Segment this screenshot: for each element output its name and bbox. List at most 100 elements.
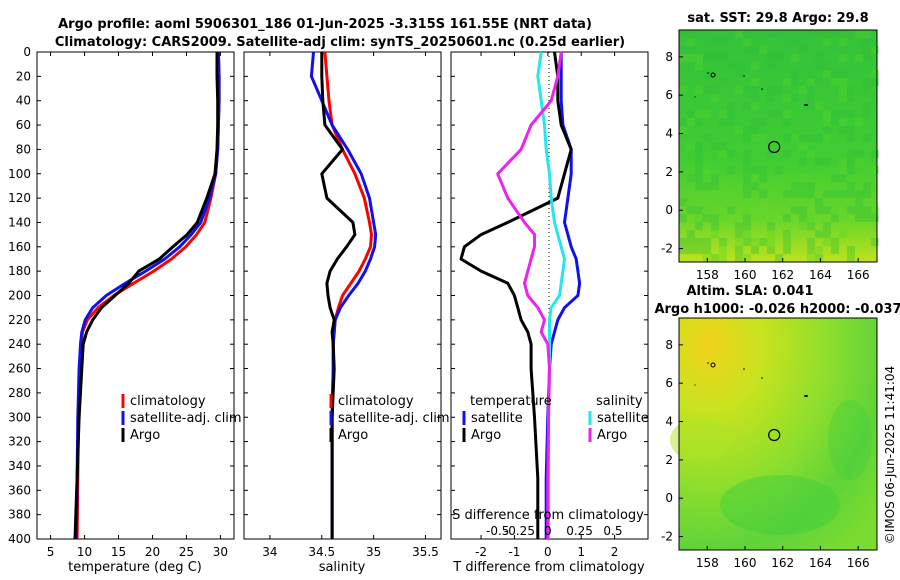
sst-cell xyxy=(711,182,719,190)
sst-cell xyxy=(815,54,823,62)
y-tick-label: 120 xyxy=(8,191,31,205)
sst-cell xyxy=(839,110,847,118)
sst-cell xyxy=(695,110,703,118)
sst-cell xyxy=(695,238,703,246)
sst-cell xyxy=(751,46,759,54)
sst-cell xyxy=(703,238,711,246)
sst-cell xyxy=(839,54,847,62)
sst-cell xyxy=(783,246,791,254)
sst-cell xyxy=(751,238,759,246)
sst-cell xyxy=(759,238,767,246)
y-tick-label: 80 xyxy=(16,142,31,156)
sst-cell xyxy=(807,246,815,254)
sst-cell xyxy=(839,230,847,238)
differences-panel: -2 -1 0 1 2 -0.5-0.25 0 0.25 0.5 S difference f… xyxy=(450,51,649,575)
sst-cell xyxy=(767,86,775,94)
sst-cell xyxy=(703,206,711,214)
sst-cell xyxy=(687,206,695,214)
y-tick-label: 400 xyxy=(8,532,31,546)
temperature-xlabel: temperature (deg C) xyxy=(68,560,202,575)
sst-cell xyxy=(791,206,799,214)
x-tick-label: 25 xyxy=(179,545,194,559)
island-marker xyxy=(694,384,696,386)
sst-cell xyxy=(759,134,767,142)
sst-cell xyxy=(711,86,719,94)
x-tick-label: 158 xyxy=(696,556,719,570)
sst-cell xyxy=(743,134,751,142)
sst-cell xyxy=(823,38,831,46)
y-tick-label: 260 xyxy=(8,362,31,376)
sst-cell xyxy=(791,134,799,142)
sst-cell xyxy=(783,150,791,158)
x-tick-label: 1 xyxy=(577,545,585,559)
sst-cell xyxy=(863,78,871,86)
sla-high-area xyxy=(670,418,730,462)
sst-cell xyxy=(831,238,839,246)
sst-cell xyxy=(727,150,735,158)
sst-cell xyxy=(679,86,687,94)
sst-cell xyxy=(863,54,871,62)
sst-cell xyxy=(823,110,831,118)
sst-cell xyxy=(791,54,799,62)
sst-cell xyxy=(783,214,791,222)
sst-cell xyxy=(863,30,871,38)
sst-cell xyxy=(695,174,703,182)
sst-cell xyxy=(847,150,855,158)
sst-cell xyxy=(871,78,879,86)
sst-cell xyxy=(711,174,719,182)
sst-cell xyxy=(711,142,719,150)
x-tick-label: -2 xyxy=(475,545,487,559)
sst-cell xyxy=(799,46,807,54)
island-marker xyxy=(743,75,745,77)
x-tick-label: 160 xyxy=(734,268,757,282)
y-tick-label: 2 xyxy=(665,165,673,179)
y-tick-label: 380 xyxy=(8,508,31,522)
sst-cell xyxy=(751,86,759,94)
x-tick-label: 34 xyxy=(262,545,277,559)
sst-cell xyxy=(687,30,695,38)
sst-cell xyxy=(791,38,799,46)
y-tick-label: 20 xyxy=(16,69,31,83)
sst-cell xyxy=(815,182,823,190)
sst-cell xyxy=(695,246,703,254)
x-tick-label: 0 xyxy=(544,545,552,559)
sla-low-area xyxy=(828,400,872,480)
sst-cell xyxy=(791,78,799,86)
sst-cell xyxy=(743,86,751,94)
y-tick-label: 40 xyxy=(16,94,31,108)
sst-cell xyxy=(855,190,863,198)
legend-t-argo-label: Argo xyxy=(471,428,501,443)
sst-cell xyxy=(735,30,743,38)
sst-cell xyxy=(847,246,855,254)
s-tick-label: -0.25 xyxy=(504,524,535,538)
sst-cell xyxy=(695,166,703,174)
sst-cell xyxy=(743,238,751,246)
sst-cell xyxy=(839,86,847,94)
sst-cell xyxy=(807,134,815,142)
sst-cell xyxy=(743,222,751,230)
sst-cell xyxy=(807,150,815,158)
sst-cell xyxy=(719,238,727,246)
sst-cell xyxy=(719,214,727,222)
sst-cell xyxy=(735,230,743,238)
island-marker xyxy=(804,395,808,397)
sst-cell xyxy=(687,110,695,118)
sst-cell xyxy=(703,70,711,78)
sst-cell xyxy=(839,38,847,46)
island-marker xyxy=(804,104,808,106)
sst-cell xyxy=(815,62,823,70)
legend-temperature-title: temperature xyxy=(470,394,552,409)
sst-cell xyxy=(759,46,767,54)
sst-cell xyxy=(807,70,815,78)
sst-cell xyxy=(687,142,695,150)
y-tick-label: 280 xyxy=(8,386,31,400)
sst-cell xyxy=(799,158,807,166)
sst-cell xyxy=(823,30,831,38)
sst-cell xyxy=(847,182,855,190)
y-tick-label: 200 xyxy=(8,289,31,303)
sst-cell xyxy=(863,46,871,54)
sst-cell xyxy=(767,110,775,118)
y-tick-label: 340 xyxy=(8,459,31,473)
island-marker xyxy=(710,72,716,78)
sst-cell xyxy=(807,222,815,230)
